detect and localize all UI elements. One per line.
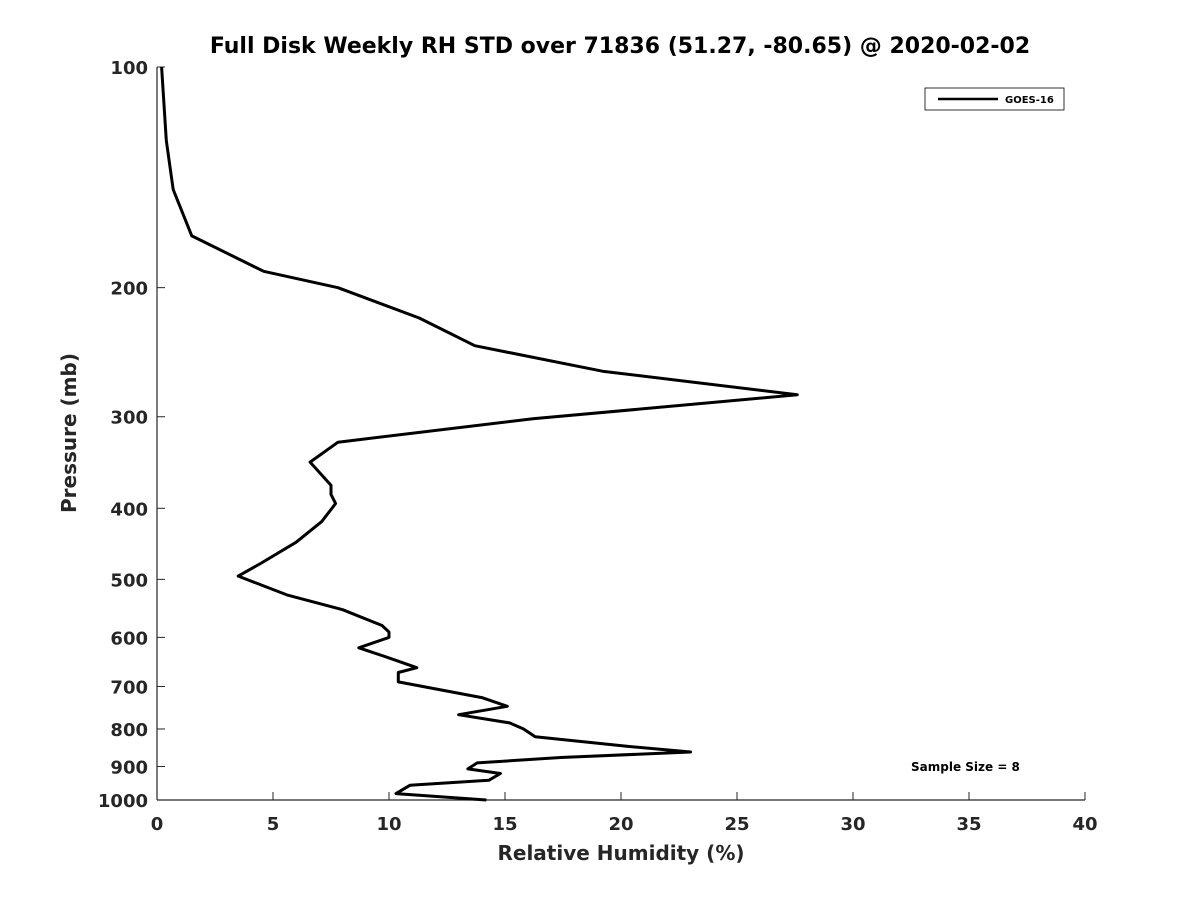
y-tick-label: 800: [110, 720, 148, 741]
plot-area: [157, 67, 1085, 800]
x-axis-ticks: 0 5 10 15 20 25 30 35 40: [151, 792, 1098, 835]
x-tick-label: 35: [956, 814, 981, 835]
y-tick-label: 200: [110, 279, 148, 300]
y-tick-label: 700: [110, 677, 148, 698]
series-line-goes-16: [162, 67, 798, 800]
y-tick-label: 500: [110, 570, 148, 591]
y-tick-label: 100: [110, 58, 148, 79]
x-tick-label: 30: [840, 814, 865, 835]
y-axis-ticks: 100 200 300 400 500 600 700 800 900 1000: [98, 58, 165, 812]
x-tick-label: 25: [724, 814, 749, 835]
y-axis-label: Pressure (mb): [57, 353, 81, 513]
x-tick-label: 20: [608, 814, 633, 835]
x-tick-label: 15: [492, 814, 517, 835]
x-tick-label: 40: [1072, 814, 1097, 835]
legend-label-goes-16: GOES-16: [1005, 95, 1054, 106]
x-axis-label: Relative Humidity (%): [497, 841, 744, 865]
chart-title: Full Disk Weekly RH STD over 71836 (51.2…: [210, 34, 1030, 59]
legend: GOES-16: [925, 88, 1064, 110]
y-tick-label: 600: [110, 628, 148, 649]
y-tick-label: 1000: [98, 791, 148, 812]
x-tick-label: 0: [151, 814, 164, 835]
sample-size-annotation: Sample Size = 8: [911, 760, 1020, 774]
x-tick-label: 10: [376, 814, 401, 835]
x-tick-label: 5: [267, 814, 280, 835]
y-tick-label: 900: [110, 757, 148, 778]
chart: Full Disk Weekly RH STD over 71836 (51.2…: [0, 0, 1200, 900]
y-tick-label: 300: [110, 408, 148, 429]
y-tick-label: 400: [110, 499, 148, 520]
series-layer: [162, 67, 798, 800]
